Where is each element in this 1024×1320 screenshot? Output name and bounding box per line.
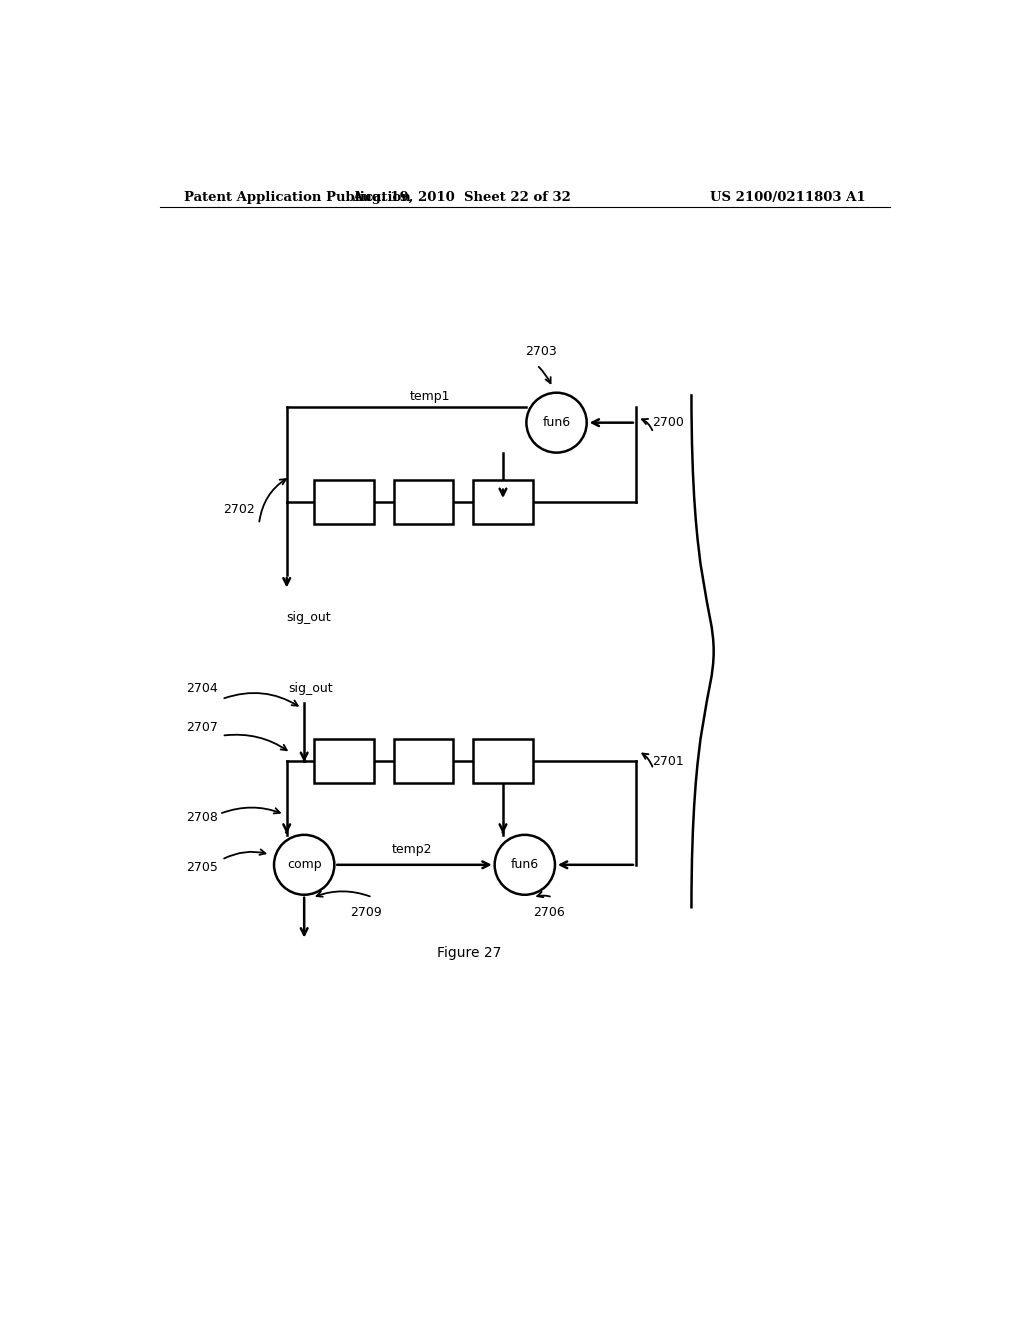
Bar	[314, 739, 374, 784]
Text: 2702: 2702	[223, 503, 255, 516]
Bar	[473, 739, 532, 784]
Bar	[473, 479, 532, 524]
Text: 2706: 2706	[532, 906, 564, 919]
Text: 2709: 2709	[350, 906, 382, 919]
Bar	[394, 479, 454, 524]
Text: US 2100/0211803 A1: US 2100/0211803 A1	[711, 190, 866, 203]
Text: 2705: 2705	[186, 862, 218, 874]
Text: sig_out: sig_out	[287, 611, 331, 624]
Ellipse shape	[495, 834, 555, 895]
Text: 2708: 2708	[186, 810, 218, 824]
Bar	[314, 479, 374, 524]
Text: temp2: temp2	[392, 843, 432, 857]
Bar	[394, 739, 454, 784]
Text: 2703: 2703	[524, 345, 557, 358]
Text: 2704: 2704	[186, 682, 218, 696]
Text: 2707: 2707	[186, 721, 218, 734]
Ellipse shape	[274, 834, 334, 895]
Text: temp1: temp1	[410, 389, 450, 403]
Text: sig_out: sig_out	[288, 682, 333, 696]
Text: Patent Application Publication: Patent Application Publication	[183, 190, 411, 203]
Text: fun6: fun6	[511, 858, 539, 871]
Text: 2701: 2701	[651, 755, 684, 768]
Text: fun6: fun6	[543, 416, 570, 429]
Text: 2700: 2700	[651, 416, 684, 429]
Text: comp: comp	[287, 858, 322, 871]
Ellipse shape	[526, 393, 587, 453]
Text: Figure 27: Figure 27	[437, 946, 502, 960]
Text: Aug. 19, 2010  Sheet 22 of 32: Aug. 19, 2010 Sheet 22 of 32	[352, 190, 570, 203]
